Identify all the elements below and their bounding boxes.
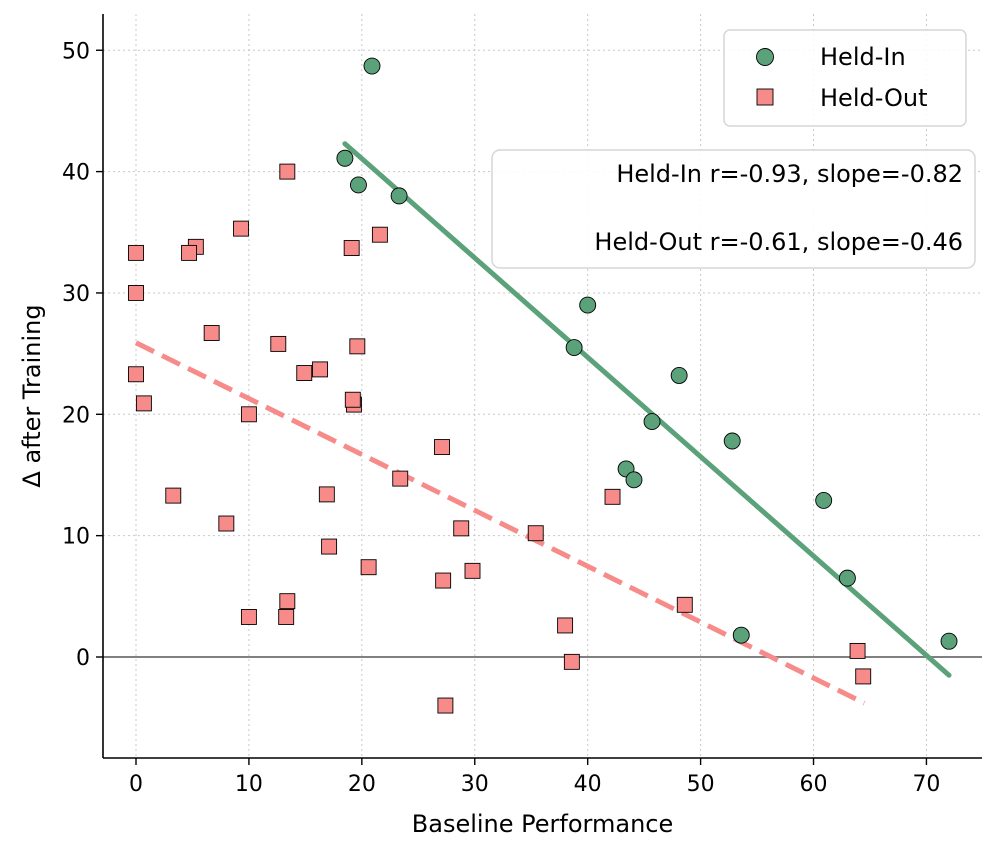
annotation-held-out: Held-Out r=-0.61, slope=-0.46 bbox=[594, 228, 963, 256]
point-held-out bbox=[270, 335, 287, 352]
legend: Held-In Held-Out bbox=[723, 29, 967, 127]
x-tick-label: 40 bbox=[574, 772, 602, 797]
x-axis-label: Baseline Performance bbox=[412, 810, 673, 838]
point-held-out bbox=[392, 470, 409, 487]
point-held-in bbox=[940, 632, 958, 650]
legend-frame bbox=[723, 29, 967, 127]
point-held-out bbox=[240, 406, 257, 423]
x-tick-label: 60 bbox=[800, 772, 828, 797]
point-held-out bbox=[279, 593, 296, 610]
point-held-in bbox=[723, 432, 741, 450]
point-held-out bbox=[453, 520, 470, 537]
legend-label-held-out: Held-Out bbox=[820, 84, 928, 112]
point-held-out bbox=[135, 395, 152, 412]
y-tick-label: 30 bbox=[62, 282, 90, 307]
point-held-out bbox=[527, 525, 544, 542]
y-tick-label: 20 bbox=[62, 403, 90, 428]
point-held-out bbox=[318, 486, 335, 503]
point-held-out bbox=[604, 488, 621, 505]
point-held-in bbox=[670, 367, 688, 384]
point-held-out bbox=[349, 338, 366, 355]
point-held-in bbox=[625, 471, 643, 489]
point-held-out bbox=[233, 220, 249, 237]
point-held-out bbox=[279, 163, 296, 180]
point-held-out bbox=[128, 285, 144, 301]
point-held-out bbox=[464, 562, 481, 579]
x-tick-label: 50 bbox=[687, 772, 715, 797]
correlation-annotation: Held-In r=-0.93, slope=-0.82 Held-Out r=… bbox=[491, 149, 976, 269]
point-held-out bbox=[435, 572, 452, 589]
point-held-in bbox=[565, 339, 583, 357]
point-held-in bbox=[643, 413, 661, 431]
point-held-out bbox=[203, 325, 220, 341]
point-held-out bbox=[434, 439, 450, 456]
point-held-out bbox=[855, 668, 872, 685]
ticks: 0 10 20 30 40 50 60 70 0 10 20 30 40 50 bbox=[62, 39, 940, 797]
y-tick-label: 50 bbox=[62, 39, 90, 64]
y-axis-label: Δ after Training bbox=[18, 304, 46, 487]
point-held-in bbox=[815, 492, 833, 509]
point-held-in bbox=[838, 569, 856, 587]
point-held-out bbox=[128, 244, 144, 261]
point-held-out bbox=[165, 487, 182, 504]
data-points bbox=[128, 57, 958, 714]
point-held-out bbox=[344, 391, 361, 408]
legend-marker-held-out bbox=[756, 88, 774, 106]
annotation-frame bbox=[491, 149, 976, 269]
point-held-out bbox=[312, 361, 329, 378]
legend-label-held-in: Held-In bbox=[820, 43, 906, 71]
point-held-in bbox=[732, 626, 750, 644]
point-held-out bbox=[321, 538, 338, 555]
y-tick-label: 0 bbox=[76, 646, 90, 671]
y-tick-label: 40 bbox=[62, 161, 90, 186]
point-held-out bbox=[360, 559, 377, 576]
point-held-out bbox=[296, 365, 313, 381]
point-held-out bbox=[343, 240, 360, 257]
x-tick-label: 20 bbox=[348, 772, 376, 797]
point-held-out bbox=[437, 697, 454, 714]
x-tick-label: 70 bbox=[912, 772, 940, 797]
x-tick-label: 0 bbox=[129, 772, 143, 797]
point-held-out bbox=[181, 244, 198, 261]
point-held-out bbox=[240, 609, 257, 625]
legend-marker-held-in bbox=[756, 48, 774, 66]
point-held-out bbox=[849, 642, 866, 659]
point-held-in bbox=[350, 176, 367, 194]
annotation-held-in: Held-In r=-0.93, slope=-0.82 bbox=[616, 160, 963, 188]
point-held-in bbox=[363, 57, 381, 75]
point-held-out bbox=[557, 617, 574, 634]
point-held-out bbox=[676, 596, 693, 613]
fit-line-held-out bbox=[134, 340, 866, 706]
point-held-in bbox=[579, 296, 597, 314]
y-tick-label: 10 bbox=[62, 525, 90, 550]
point-held-out bbox=[563, 653, 580, 670]
point-held-out bbox=[218, 515, 235, 532]
x-tick-label: 30 bbox=[461, 772, 489, 797]
point-held-out bbox=[128, 366, 144, 383]
x-tick-label: 10 bbox=[235, 772, 263, 797]
point-held-in bbox=[390, 187, 408, 205]
point-held-out bbox=[278, 609, 295, 625]
fit-line-held-in bbox=[342, 141, 952, 678]
point-held-out bbox=[371, 226, 388, 243]
point-held-in bbox=[336, 149, 354, 167]
